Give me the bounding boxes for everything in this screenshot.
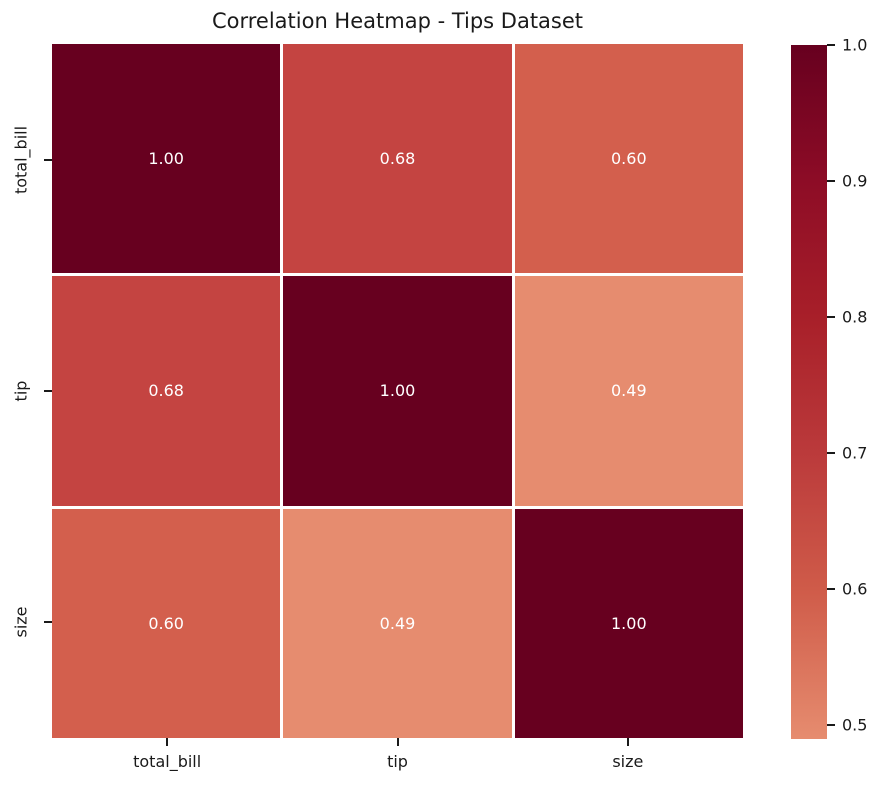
colorbar-tick-label: 0.8 bbox=[842, 307, 868, 327]
heatmap-cell-size-total_bill: 0.60 bbox=[52, 508, 281, 738]
heatmap-cell-tip-tip: 1.00 bbox=[283, 276, 512, 506]
x-axis-label-tip: tip bbox=[387, 752, 408, 771]
colorbar-tick-label: 0.9 bbox=[842, 171, 868, 191]
heatmap-cell-size-tip: 0.49 bbox=[283, 508, 512, 738]
colorbar-tick bbox=[827, 452, 835, 455]
colorbar-tick bbox=[827, 316, 835, 319]
colorbar-tick bbox=[827, 180, 835, 183]
x-axis-tick bbox=[626, 738, 629, 746]
heatmap-cell-size-size: 1.00 bbox=[514, 508, 743, 738]
y-axis-tick bbox=[44, 390, 52, 392]
heatmap-cell-total_bill-tip: 0.68 bbox=[283, 44, 512, 274]
y-axis-label-size: size bbox=[11, 606, 31, 638]
heatmap-cell-total_bill-total_bill: 1.00 bbox=[52, 44, 281, 274]
x-axis-label-size: size bbox=[612, 752, 644, 771]
chart-title: Correlation Heatmap - Tips Dataset bbox=[211, 9, 584, 33]
colorbar-tick-label: 0.6 bbox=[842, 579, 868, 599]
heatmap-grid: 1.00 0.68 0.60 0.68 1.00 0.49 0.60 0.49 1.00 bbox=[52, 44, 743, 738]
colorbar-tick bbox=[827, 44, 835, 46]
x-axis-tick bbox=[166, 738, 169, 746]
colorbar bbox=[791, 45, 827, 739]
y-axis-label-tip: tip bbox=[11, 380, 31, 402]
colorbar-tick-label: 0.5 bbox=[842, 715, 868, 735]
heatmap-cell-total_bill-size: 0.60 bbox=[514, 44, 743, 274]
x-axis-tick bbox=[396, 738, 399, 746]
colorbar-tick-label: 1.0 bbox=[842, 35, 868, 55]
y-axis-tick bbox=[44, 158, 52, 161]
heatmap-cell-tip-total_bill: 0.68 bbox=[52, 276, 281, 506]
colorbar-tick-label: 0.7 bbox=[842, 443, 868, 463]
heatmap-cell-tip-size: 0.49 bbox=[514, 276, 743, 506]
y-axis-label-total_bill: total_bill bbox=[11, 125, 31, 194]
colorbar-tick bbox=[827, 724, 835, 727]
x-axis-label-total_bill: total_bill bbox=[133, 752, 202, 771]
y-axis-tick bbox=[44, 621, 52, 624]
colorbar-tick bbox=[827, 588, 835, 591]
